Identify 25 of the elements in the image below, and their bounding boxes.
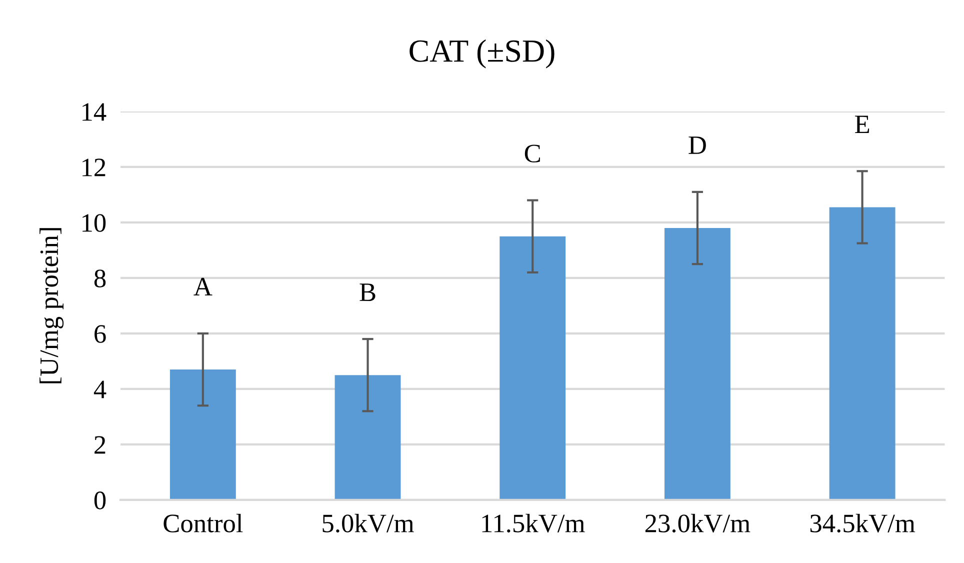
y-tick-label: 12 [82,158,106,176]
y-axis-title: [U/mg protein] [40,228,64,384]
annotation: A [194,278,212,296]
x-tick-label: 11.5kV/m [482,514,585,533]
x-tick-label: 5.0kV/m [322,514,414,533]
x-tick-label: Control [164,514,243,532]
y-tick-label: 10 [82,214,106,232]
y-tick-label: 2 [94,436,106,454]
y-tick-label: 6 [94,325,106,343]
x-tick-label: 34.5kV/m [810,514,916,533]
chart-title: CAT (±SD) [410,39,554,68]
y-tick-label: 8 [94,270,106,288]
bar [170,370,236,500]
x-tick-label: 23.0kV/m [645,514,750,533]
bar [664,228,730,500]
bar [500,236,566,500]
y-tick-label: 14 [82,103,106,121]
annotation: D [688,136,706,154]
y-tick-label: 0 [94,492,106,510]
y-tick-label: 4 [94,380,106,398]
annotation: B [360,284,376,301]
bar [334,375,401,500]
annotation: E [855,116,870,134]
bar [829,207,896,500]
annotation: C [524,144,540,162]
